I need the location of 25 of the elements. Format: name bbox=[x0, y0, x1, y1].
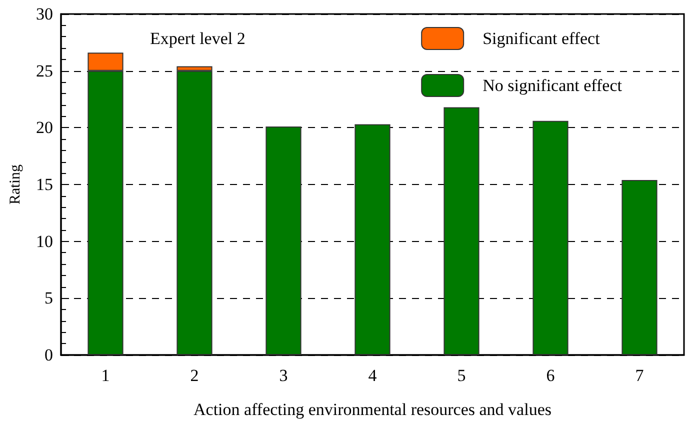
legend-label: No significant effect bbox=[482, 76, 622, 95]
x-tick-label: 3 bbox=[279, 366, 288, 385]
bar bbox=[266, 126, 302, 355]
annotation: Expert level 2 bbox=[150, 29, 246, 48]
y-tick-label: 30 bbox=[36, 4, 53, 24]
bar bbox=[176, 70, 212, 355]
x-tick-label: 2 bbox=[190, 366, 199, 385]
bar bbox=[354, 124, 390, 355]
y-axis-title: Rating bbox=[8, 164, 24, 204]
y-tick-label: 5 bbox=[44, 288, 53, 308]
x-tick-label: 7 bbox=[635, 366, 644, 385]
x-tick-label: 4 bbox=[368, 366, 378, 385]
y-tick-label: 10 bbox=[36, 232, 53, 251]
bar bbox=[622, 180, 658, 355]
x-tick-label: 5 bbox=[457, 366, 466, 385]
bar bbox=[532, 120, 568, 355]
y-tick-label: 20 bbox=[36, 118, 53, 138]
x-tick-label: 1 bbox=[101, 366, 110, 385]
y-tick-label: 25 bbox=[36, 61, 53, 80]
y-tick-label: 0 bbox=[44, 346, 53, 364]
legend-label: Significant effect bbox=[482, 29, 600, 48]
x-axis-title: Action affecting environmental resources and values bbox=[194, 400, 552, 419]
bar bbox=[444, 107, 480, 355]
x-tick-label: 6 bbox=[546, 366, 555, 385]
y-tick-label: 15 bbox=[36, 175, 53, 194]
